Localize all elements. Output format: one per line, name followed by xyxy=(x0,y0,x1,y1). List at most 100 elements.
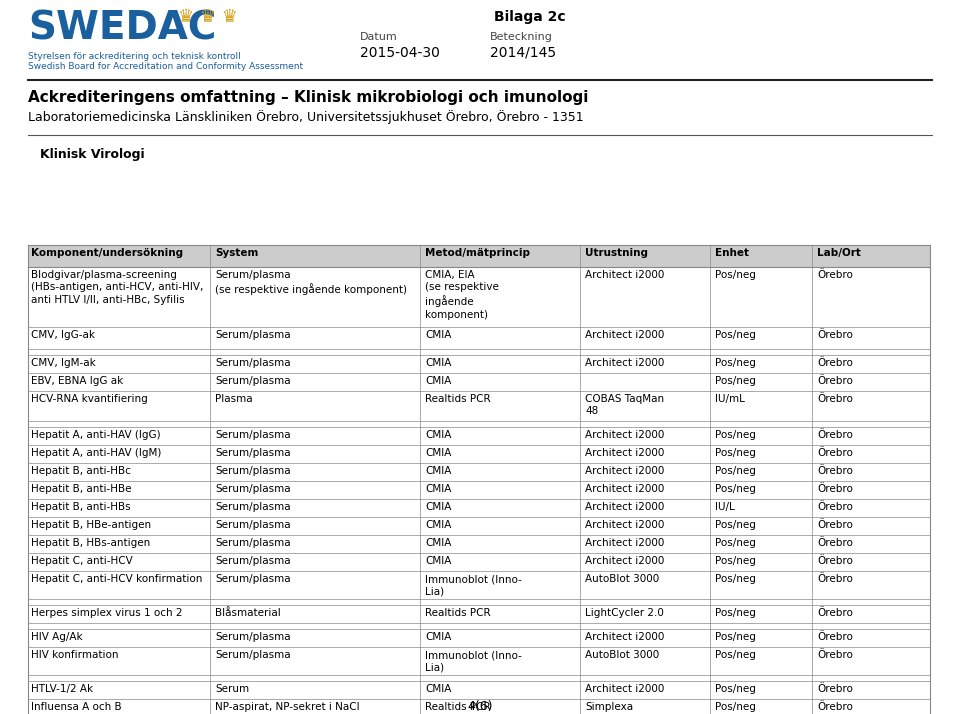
Text: Architect i2000: Architect i2000 xyxy=(585,358,664,368)
Text: Serum/plasma: Serum/plasma xyxy=(215,376,291,386)
Text: Örebro: Örebro xyxy=(817,448,852,458)
Text: Serum: Serum xyxy=(215,684,250,694)
Text: Bilaga 2c: Bilaga 2c xyxy=(494,10,565,24)
Text: 2014/145: 2014/145 xyxy=(490,46,556,60)
Text: Architect i2000: Architect i2000 xyxy=(585,538,664,548)
Text: Ackrediteringens omfattning – Klinisk mikrobiologi och imunologi: Ackrediteringens omfattning – Klinisk mi… xyxy=(28,90,588,105)
Text: Architect i2000: Architect i2000 xyxy=(585,270,664,280)
Text: ♛ ♛ ♛: ♛ ♛ ♛ xyxy=(178,8,238,26)
Text: Realtids PCR: Realtids PCR xyxy=(425,394,491,404)
Text: Pos/neg: Pos/neg xyxy=(715,358,756,368)
Text: Örebro: Örebro xyxy=(817,520,852,530)
Text: Pos/neg: Pos/neg xyxy=(715,538,756,548)
Text: EBV, EBNA IgG ak: EBV, EBNA IgG ak xyxy=(31,376,123,386)
Text: Örebro: Örebro xyxy=(817,502,852,512)
Text: Pos/neg: Pos/neg xyxy=(715,608,756,618)
Text: Architect i2000: Architect i2000 xyxy=(585,466,664,476)
Text: Pos/neg: Pos/neg xyxy=(715,430,756,440)
Text: Realtids PCR: Realtids PCR xyxy=(425,702,491,712)
Text: Lab/Ort: Lab/Ort xyxy=(817,248,861,258)
Text: IU/mL: IU/mL xyxy=(715,394,745,404)
Text: Serum/plasma: Serum/plasma xyxy=(215,650,291,660)
Text: Pos/neg: Pos/neg xyxy=(715,702,756,712)
Text: HTLV-1/2 Ak: HTLV-1/2 Ak xyxy=(31,684,93,694)
Text: 4(6): 4(6) xyxy=(468,700,492,713)
Text: Komponent/undersökning: Komponent/undersökning xyxy=(31,248,183,258)
Text: Örebro: Örebro xyxy=(817,394,852,404)
Text: Hepatit C, anti-HCV: Hepatit C, anti-HCV xyxy=(31,556,132,566)
Text: Swedish Board for Accreditation and Conformity Assessment: Swedish Board for Accreditation and Conf… xyxy=(28,62,303,71)
Text: Herpes simplex virus 1 och 2: Herpes simplex virus 1 och 2 xyxy=(31,608,182,618)
Text: Pos/neg: Pos/neg xyxy=(715,484,756,494)
Text: Hepatit A, anti-HAV (IgM): Hepatit A, anti-HAV (IgM) xyxy=(31,448,161,458)
Text: SWEDAC: SWEDAC xyxy=(28,10,216,48)
Text: Serum/plasma: Serum/plasma xyxy=(215,574,291,584)
Text: CMIA: CMIA xyxy=(425,330,451,340)
Text: CMIA: CMIA xyxy=(425,556,451,566)
Text: Influensa A och B: Influensa A och B xyxy=(31,702,122,712)
Text: Immunoblot (Inno-
Lia): Immunoblot (Inno- Lia) xyxy=(425,650,522,673)
Text: Pos/neg: Pos/neg xyxy=(715,376,756,386)
Text: HIV konfirmation: HIV konfirmation xyxy=(31,650,118,660)
Text: Örebro: Örebro xyxy=(817,632,852,642)
Text: Pos/neg: Pos/neg xyxy=(715,632,756,642)
Text: Beteckning: Beteckning xyxy=(490,32,553,42)
Text: CMV, IgG-ak: CMV, IgG-ak xyxy=(31,330,95,340)
Text: Architect i2000: Architect i2000 xyxy=(585,556,664,566)
Text: CMIA: CMIA xyxy=(425,502,451,512)
Text: Utrustning: Utrustning xyxy=(585,248,648,258)
Text: Serum/plasma: Serum/plasma xyxy=(215,484,291,494)
Text: Metod/mätprincip: Metod/mätprincip xyxy=(425,248,530,258)
Text: Serum/plasma: Serum/plasma xyxy=(215,632,291,642)
Text: CMIA: CMIA xyxy=(425,632,451,642)
Text: Hepatit B, anti-HBs: Hepatit B, anti-HBs xyxy=(31,502,131,512)
Text: CMIA: CMIA xyxy=(425,430,451,440)
Text: Örebro: Örebro xyxy=(817,574,852,584)
Text: Pos/neg: Pos/neg xyxy=(715,448,756,458)
Text: Serum/plasma: Serum/plasma xyxy=(215,448,291,458)
Text: Architect i2000: Architect i2000 xyxy=(585,330,664,340)
Bar xyxy=(28,245,930,267)
Text: Architect i2000: Architect i2000 xyxy=(585,632,664,642)
Text: Serum/plasma: Serum/plasma xyxy=(215,520,291,530)
Text: CMIA: CMIA xyxy=(425,466,451,476)
Text: IU/L: IU/L xyxy=(715,502,734,512)
Text: Hepatit C, anti-HCV konfirmation: Hepatit C, anti-HCV konfirmation xyxy=(31,574,203,584)
Text: Klinisk Virologi: Klinisk Virologi xyxy=(40,148,145,161)
Text: Architect i2000: Architect i2000 xyxy=(585,430,664,440)
Text: Örebro: Örebro xyxy=(817,702,852,712)
Text: Realtids PCR: Realtids PCR xyxy=(425,608,491,618)
Text: AutoBlot 3000: AutoBlot 3000 xyxy=(585,574,660,584)
Text: Serum/plasma: Serum/plasma xyxy=(215,430,291,440)
Text: Pos/neg: Pos/neg xyxy=(715,684,756,694)
Text: CMIA: CMIA xyxy=(425,358,451,368)
Text: Örebro: Örebro xyxy=(817,538,852,548)
Text: Architect i2000: Architect i2000 xyxy=(585,448,664,458)
Text: Örebro: Örebro xyxy=(817,608,852,618)
Text: Örebro: Örebro xyxy=(817,466,852,476)
Text: 2015-04-30: 2015-04-30 xyxy=(360,46,440,60)
Text: CMIA: CMIA xyxy=(425,520,451,530)
Text: Örebro: Örebro xyxy=(817,430,852,440)
Text: Architect i2000: Architect i2000 xyxy=(585,502,664,512)
Text: HIV Ag/Ak: HIV Ag/Ak xyxy=(31,632,83,642)
Text: Pos/neg: Pos/neg xyxy=(715,520,756,530)
Text: Hepatit B, anti-HBc: Hepatit B, anti-HBc xyxy=(31,466,131,476)
Text: Örebro: Örebro xyxy=(817,358,852,368)
Text: Örebro: Örebro xyxy=(817,484,852,494)
Text: Serum/plasma
(se respektive ingående komponent): Serum/plasma (se respektive ingående kom… xyxy=(215,270,407,295)
Text: Serum/plasma: Serum/plasma xyxy=(215,466,291,476)
Text: Serum/plasma: Serum/plasma xyxy=(215,538,291,548)
Text: Architect i2000: Architect i2000 xyxy=(585,520,664,530)
Text: COBAS TaqMan
48: COBAS TaqMan 48 xyxy=(585,394,664,416)
Text: Architect i2000: Architect i2000 xyxy=(585,484,664,494)
Text: Blodgivar/plasma-screening
(HBs-antigen, anti-HCV, anti-HIV,
anti HTLV I/II, ant: Blodgivar/plasma-screening (HBs-antigen,… xyxy=(31,270,204,305)
Text: Serum/plasma: Serum/plasma xyxy=(215,502,291,512)
Text: Hepatit B, anti-HBe: Hepatit B, anti-HBe xyxy=(31,484,132,494)
Text: Pos/neg: Pos/neg xyxy=(715,556,756,566)
Text: CMV, IgM-ak: CMV, IgM-ak xyxy=(31,358,96,368)
Text: CMIA: CMIA xyxy=(425,538,451,548)
Text: Örebro: Örebro xyxy=(817,330,852,340)
Text: Pos/neg: Pos/neg xyxy=(715,270,756,280)
Text: Örebro: Örebro xyxy=(817,684,852,694)
